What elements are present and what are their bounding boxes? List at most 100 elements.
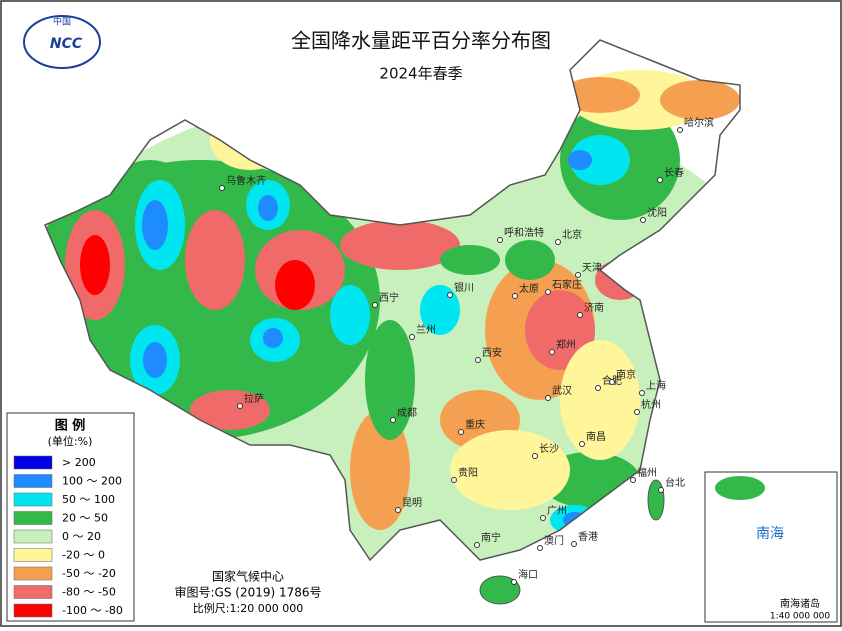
- city-marker: [532, 453, 538, 459]
- precip-zone: [142, 200, 168, 250]
- city-marker: [640, 217, 646, 223]
- city-label: 澳门: [544, 534, 564, 547]
- city-marker: [474, 542, 480, 548]
- city-marker: [512, 293, 518, 299]
- city-label: 南昌: [586, 430, 606, 443]
- china-border: [44, 39, 741, 562]
- precip-zone: [560, 77, 640, 113]
- precip-zone: [80, 235, 110, 295]
- agency: 国家气候中心: [212, 569, 284, 584]
- legend-swatch: [13, 474, 53, 488]
- city-marker: [677, 127, 683, 133]
- inset-islands: 南海诸岛: [780, 597, 820, 610]
- legend: 图 例 (单位:%) > 200 100 ～ 200 50 ～ 100 20 ～ 50…: [6, 412, 135, 622]
- city-label: 太原: [519, 282, 539, 295]
- city-label: 兰州: [416, 323, 436, 336]
- logo-top: 中国: [53, 16, 71, 28]
- city-marker: [390, 417, 396, 423]
- precip-zone: [330, 285, 370, 345]
- legend-label: -50 ～ -20: [62, 567, 116, 580]
- city-label: 武汉: [552, 384, 572, 397]
- cities: 乌鲁木齐拉萨西宁兰州银川呼和浩特北京天津石家庄太原济南郑州西安成都重庆武汉合肥南…: [219, 116, 714, 585]
- city-marker: [475, 357, 481, 363]
- legend-label: 100 ～ 200: [62, 475, 122, 488]
- city-label: 南京: [616, 368, 636, 381]
- city-label: 长沙: [539, 443, 559, 455]
- city-label: 郑州: [556, 338, 576, 351]
- precip-zone: [660, 80, 740, 120]
- legend-swatch: [13, 585, 53, 599]
- city-marker: [409, 334, 415, 340]
- city-marker: [537, 545, 543, 551]
- legend-label: > 200: [62, 456, 96, 469]
- approval: 审图号:GS (2019) 1786号: [174, 585, 321, 600]
- city-label: 天津: [582, 262, 602, 274]
- city-label: 贵阳: [458, 466, 478, 479]
- city-marker: [395, 507, 401, 513]
- precip-zone: [568, 150, 592, 170]
- city-label: 南宁: [481, 531, 501, 544]
- city-label: 西宁: [379, 291, 399, 304]
- city-label: 台北: [665, 476, 685, 489]
- hainan: [479, 575, 521, 605]
- city-marker: [609, 379, 615, 385]
- precip-zone: [263, 328, 283, 348]
- legend-swatch: [13, 566, 53, 581]
- city-marker: [639, 390, 645, 396]
- city-label: 北京: [562, 228, 582, 241]
- precip-zone: [505, 240, 555, 280]
- precip-zone: [143, 342, 167, 378]
- city-marker: [451, 477, 457, 483]
- city-marker: [372, 302, 378, 308]
- legend-swatch: [13, 603, 53, 618]
- city-marker: [630, 477, 636, 483]
- precip-zone: [525, 290, 595, 370]
- city-marker: [657, 177, 663, 183]
- legend-swatch: [13, 492, 53, 507]
- city-marker: [579, 441, 585, 447]
- city-label: 呼和浩特: [504, 227, 544, 239]
- city-marker: [577, 312, 583, 318]
- city-marker: [447, 292, 453, 298]
- city-label: 拉萨: [244, 392, 264, 405]
- legend-swatch: [13, 529, 53, 544]
- city-label: 哈尔滨: [684, 116, 714, 129]
- city-marker: [555, 239, 561, 245]
- city-label: 重庆: [465, 418, 485, 431]
- city-marker: [595, 385, 601, 391]
- legend-label: -100 ～ -80: [62, 604, 123, 617]
- city-label: 海口: [518, 568, 538, 581]
- city-marker: [634, 409, 640, 415]
- city-marker: [549, 349, 555, 355]
- city-label: 石家庄: [552, 278, 582, 291]
- city-marker: [237, 403, 243, 409]
- legend-label: 50 ～ 100: [62, 493, 115, 506]
- precip-zone: [185, 210, 245, 310]
- precip-zone: [440, 245, 500, 275]
- city-label: 银川: [454, 281, 474, 294]
- subtitle: 2024年春季: [379, 65, 462, 83]
- city-label: 杭州: [641, 398, 661, 411]
- inset-land: [715, 476, 765, 500]
- city-label: 福州: [637, 466, 657, 479]
- city-marker: [497, 237, 503, 243]
- city-marker: [545, 395, 551, 401]
- city-label: 昆明: [402, 497, 422, 509]
- precip-zone: [350, 410, 410, 530]
- city-marker: [540, 515, 546, 521]
- taiwan: [647, 479, 665, 521]
- city-marker: [545, 289, 551, 295]
- legend-label: 20 ～ 50: [62, 512, 108, 525]
- precip-zone: [560, 340, 640, 460]
- city-label: 长春: [664, 167, 684, 179]
- precip-zone: [570, 135, 630, 185]
- city-label: 济南: [584, 301, 604, 314]
- legend-unit: (单位:%): [48, 434, 93, 448]
- precip-zone: [365, 320, 415, 440]
- city-marker: [458, 429, 464, 435]
- precip-zone: [258, 195, 278, 221]
- city-marker: [575, 272, 581, 278]
- legend-title: 图 例: [55, 418, 86, 434]
- precip-zone: [275, 260, 315, 310]
